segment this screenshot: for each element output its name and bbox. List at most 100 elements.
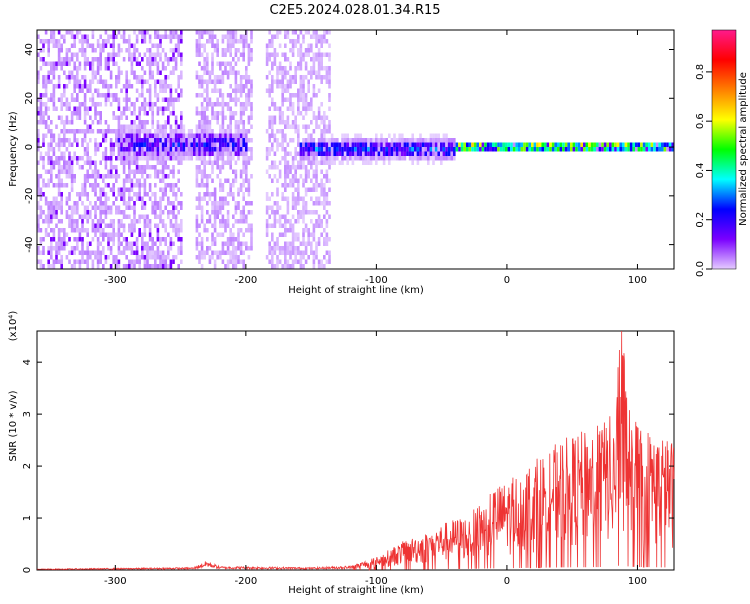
spectrogram-cell [60,120,63,125]
spectrogram-cell [159,214,162,219]
spectrogram-cell [177,142,180,147]
spectrogram-cell [50,120,53,125]
spectrogram-cell [226,43,230,48]
spectrogram-cell [47,156,50,161]
spectrogram-cell [141,151,144,156]
spectrogram-cell [180,111,183,116]
spectrogram-cell [203,138,206,143]
spectrogram-cell [315,57,318,62]
spectrogram-cell [323,255,326,260]
spectrogram-cell [125,124,128,129]
spectrogram-cell [68,138,71,143]
spectrogram-cell [323,111,326,116]
spectrogram-cell [102,228,105,233]
spectrogram-cell [247,52,251,57]
spectrogram-cell [268,70,271,75]
spectrogram-cell [299,93,303,98]
spectrogram-cell [125,160,128,165]
spectrogram-cell [315,183,318,188]
spectrogram-cell [200,219,204,224]
spectrogram-cell [52,210,56,215]
spectrogram-cell [203,147,206,152]
spectrogram-cell [125,48,128,53]
spectrogram-cell [208,142,212,147]
spectrogram-cell [120,147,123,152]
spectrogram-cell [271,192,274,197]
spectrogram-cell [76,111,79,116]
spectrogram-cell [81,34,84,39]
spectrogram-cell [91,93,95,98]
spectrogram-cell [76,223,79,228]
spectrogram-cell [284,183,287,188]
spectrogram-cell [159,205,162,210]
spectrogram-cell [81,241,84,246]
spectrogram-cell [83,97,87,102]
spectrogram-cell [325,174,329,179]
spectrogram-cell [60,151,63,156]
spectrogram-cell [148,129,152,134]
spectrogram-cell [159,34,162,39]
spectrogram-cell [52,133,56,138]
spectrogram-cell [294,120,297,125]
spectrogram-cell [195,223,199,228]
spectrogram-cell [380,156,383,161]
spectrogram-cell [323,115,326,120]
spectrogram-cell [68,106,71,111]
spectrogram-cell [317,138,321,143]
spectrogram-cell [52,205,56,210]
spectrogram-cell [161,219,165,224]
spectrogram-cell [55,223,58,228]
spectrogram-cell [99,75,102,80]
spectrogram-cell [122,106,126,111]
spectrogram-cell [60,61,63,66]
spectrogram-cell [551,142,555,147]
spectrogram-cell [91,43,95,48]
spectrogram-cell [143,205,147,210]
spectrogram-cell [291,264,295,269]
spectrogram-cell [245,129,248,134]
spectrogram-cell [359,138,362,143]
spectrogram-cell [104,120,108,125]
spectrogram-cell [76,142,79,147]
spectrogram-cell [237,39,240,44]
spectrogram-cell [81,192,84,197]
spectrogram-cell [154,79,157,84]
spectrogram-cell [239,129,243,134]
spectrogram-cell [307,138,310,143]
spectrogram-cell [211,115,214,120]
spectrogram-cell [226,34,230,39]
spectrogram-cell [299,48,303,53]
spectrogram-cell [302,151,305,156]
spectrogram-cell [375,142,378,147]
spectrogram-cell [497,142,500,147]
spectrogram-cell [169,259,173,264]
spectrogram-cell [442,138,446,143]
spectrogram-cell [330,151,334,156]
spectrogram-cell [349,142,352,147]
spectrogram-cell [148,93,152,98]
spectrogram-cell [57,133,61,138]
spectrogram-cell [81,138,84,143]
spectrogram-cell [307,70,310,75]
spectrogram-cell [91,75,95,80]
spectrogram-cell [416,147,420,152]
spectrogram-cell [317,48,321,53]
spectrogram-cell [104,147,108,152]
spectrogram-cell [297,183,300,188]
spectrogram-cell [50,34,53,39]
spectrogram-cell [276,165,279,170]
spectrogram-cell [325,250,329,255]
spectrogram-cell [323,34,326,39]
spectrogram-cell [57,228,61,233]
spectrogram-cell [346,138,349,143]
spectrogram-cell [83,115,87,120]
spectrogram-cell [239,174,243,179]
spectrogram-cell [193,138,196,143]
spectrogram-cell [130,259,134,264]
snr-x-ticks: -300 -200 -100 0 100 [104,331,647,587]
spectrogram-cell [99,223,102,228]
spectrogram-cell [203,106,206,111]
spectrogram-cell [112,142,115,147]
spectrogram-cell [232,246,235,251]
spectrogram-cell [172,102,175,107]
